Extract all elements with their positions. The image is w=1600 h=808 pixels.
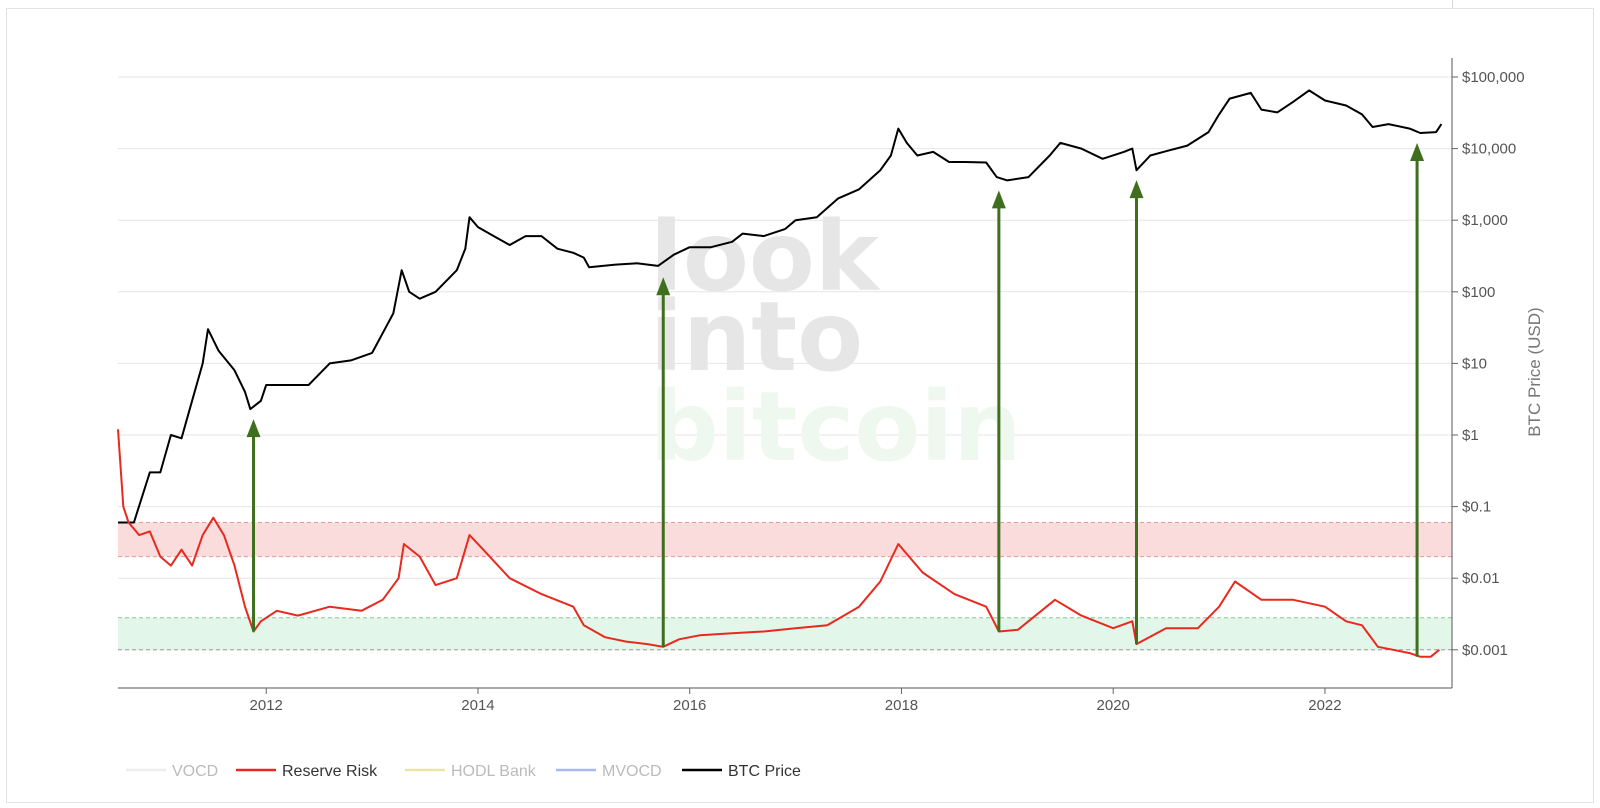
- legend-item-mvocd[interactable]: MVOCD: [556, 763, 662, 780]
- high-risk-band: [118, 522, 1452, 557]
- y-tick-label: $100,000: [1462, 69, 1525, 86]
- panel-divider: [1452, 0, 1453, 8]
- y-tick-label: $1: [1462, 427, 1479, 444]
- y-tick-label: $1,000: [1462, 212, 1508, 229]
- legend-item-vocd[interactable]: VOCD: [126, 763, 218, 780]
- x-tick-label: 2022: [1308, 697, 1341, 714]
- x-tick-label: 2020: [1097, 697, 1130, 714]
- y-tick-label: $100: [1462, 284, 1495, 301]
- legend-item-hodl-bank[interactable]: HODL Bank: [405, 763, 537, 780]
- annotation-arrow-head: [1129, 180, 1144, 199]
- x-tick-label: 2016: [673, 697, 706, 714]
- watermark-text: into: [650, 281, 863, 393]
- y-axis-title: BTC Price (USD): [1525, 307, 1544, 436]
- x-tick-label: 2014: [461, 697, 494, 714]
- chart-panel: [6, 8, 1594, 803]
- y-tick-label: $0.1: [1462, 499, 1491, 516]
- annotation-arrow-head: [1410, 143, 1425, 162]
- legend[interactable]: VOCD Reserve Risk HODL Bank MVOCD BTC Price: [126, 763, 801, 780]
- legend-label: BTC Price: [728, 763, 801, 780]
- watermark-text: look: [650, 201, 881, 313]
- annotation-arrow-head: [246, 419, 261, 438]
- annotation-arrow-head: [991, 190, 1006, 209]
- x-tick-label: 2012: [250, 697, 283, 714]
- btc-price-line: [118, 89, 1443, 524]
- legend-item-reserve-risk[interactable]: Reserve Risk: [236, 763, 378, 780]
- y-tick-label: $10: [1462, 355, 1487, 372]
- axes: $0.001 $0.01 $0.1 $1 $10 $100 $1,000 $10,000 $10…: [118, 58, 1544, 714]
- y-tick-label: $0.01: [1462, 570, 1500, 587]
- annotation-arrow-head: [656, 277, 671, 296]
- watermark-text: bitcoin: [650, 371, 1022, 483]
- risk-bands: [118, 521, 1452, 651]
- legend-label: Reserve Risk: [282, 763, 378, 780]
- low-risk-band: [118, 617, 1452, 650]
- y-tick-label: $10,000: [1462, 141, 1516, 158]
- legend-label: VOCD: [172, 763, 218, 780]
- series: [117, 89, 1443, 658]
- y-tick-label: $0.001: [1462, 642, 1508, 659]
- legend-item-btc-price[interactable]: BTC Price: [682, 763, 801, 780]
- legend-label: HODL Bank: [451, 763, 537, 780]
- legend-label: MVOCD: [602, 763, 662, 780]
- annotation-arrows: [246, 143, 1425, 657]
- x-tick-label: 2018: [885, 697, 918, 714]
